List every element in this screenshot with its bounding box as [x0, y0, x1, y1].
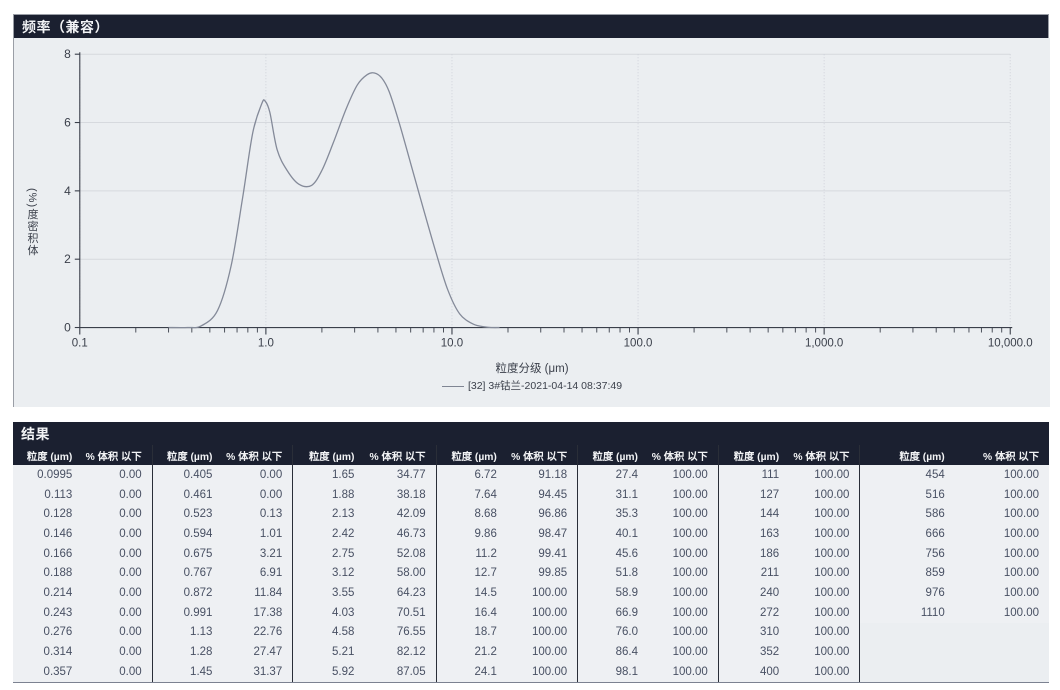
svg-text:1.0: 1.0 — [258, 338, 274, 350]
svg-text:100.0: 100.0 — [624, 338, 653, 350]
svg-text:0: 0 — [64, 321, 71, 335]
svg-text:8: 8 — [64, 47, 71, 61]
svg-text:4: 4 — [64, 184, 71, 198]
svg-text:1,000.0: 1,000.0 — [805, 338, 843, 350]
svg-text:2: 2 — [64, 252, 71, 266]
svg-text:10.0: 10.0 — [441, 338, 463, 350]
svg-text:6: 6 — [64, 116, 71, 130]
svg-text:10,000.0: 10,000.0 — [988, 338, 1033, 350]
svg-text:0.1: 0.1 — [72, 338, 88, 350]
